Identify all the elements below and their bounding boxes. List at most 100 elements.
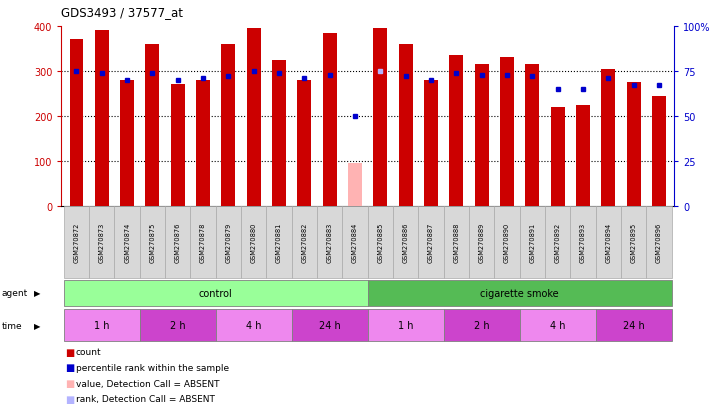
- Bar: [89, 206, 115, 279]
- Bar: [393, 206, 418, 279]
- Bar: [348, 164, 362, 206]
- Text: GSM270893: GSM270893: [580, 223, 586, 263]
- Bar: [146, 45, 159, 206]
- Bar: [272, 61, 286, 206]
- Bar: [115, 206, 140, 279]
- Bar: [570, 206, 596, 279]
- Bar: [449, 56, 464, 206]
- Text: GDS3493 / 37577_at: GDS3493 / 37577_at: [61, 6, 183, 19]
- Bar: [95, 31, 109, 206]
- Bar: [368, 280, 671, 306]
- Bar: [418, 206, 443, 279]
- Bar: [520, 206, 545, 279]
- Text: ■: ■: [65, 363, 74, 373]
- Bar: [469, 206, 495, 279]
- Bar: [64, 280, 368, 306]
- Bar: [171, 85, 185, 206]
- Bar: [64, 206, 89, 279]
- Bar: [196, 81, 210, 206]
- Bar: [190, 206, 216, 279]
- Text: agent: agent: [1, 289, 27, 298]
- Bar: [596, 206, 621, 279]
- Bar: [140, 206, 165, 279]
- Bar: [495, 206, 520, 279]
- Bar: [576, 105, 590, 206]
- Bar: [373, 29, 387, 206]
- Text: 2 h: 2 h: [474, 320, 490, 330]
- Text: GSM270887: GSM270887: [428, 223, 434, 263]
- Text: GSM270873: GSM270873: [99, 223, 105, 263]
- Bar: [267, 206, 292, 279]
- Text: ▶: ▶: [34, 289, 40, 298]
- Bar: [545, 206, 570, 279]
- Text: GSM270882: GSM270882: [301, 223, 307, 263]
- Text: GSM270880: GSM270880: [251, 223, 257, 263]
- Text: count: count: [76, 347, 102, 356]
- Bar: [216, 309, 292, 341]
- Text: GSM270895: GSM270895: [631, 223, 637, 263]
- Text: GSM270875: GSM270875: [149, 223, 156, 263]
- Text: GSM270886: GSM270886: [403, 223, 409, 263]
- Text: 1 h: 1 h: [94, 320, 110, 330]
- Text: ■: ■: [65, 378, 74, 388]
- Bar: [399, 45, 412, 206]
- Text: GSM270896: GSM270896: [656, 223, 662, 263]
- Text: GSM270872: GSM270872: [74, 223, 79, 263]
- Text: GSM270874: GSM270874: [124, 223, 130, 263]
- Bar: [69, 40, 84, 206]
- Text: GSM270894: GSM270894: [606, 223, 611, 263]
- Bar: [621, 206, 646, 279]
- Text: GSM270889: GSM270889: [479, 223, 485, 263]
- Text: ■: ■: [65, 394, 74, 404]
- Text: GSM270881: GSM270881: [276, 223, 282, 263]
- Text: 24 h: 24 h: [319, 320, 340, 330]
- Bar: [64, 309, 140, 341]
- Text: 4 h: 4 h: [550, 320, 565, 330]
- Text: GSM270888: GSM270888: [454, 223, 459, 263]
- Text: GSM270878: GSM270878: [200, 223, 206, 263]
- Bar: [368, 206, 393, 279]
- Text: GSM270876: GSM270876: [174, 223, 181, 263]
- Text: control: control: [199, 288, 233, 298]
- Bar: [140, 309, 216, 341]
- Bar: [292, 309, 368, 341]
- Bar: [216, 206, 241, 279]
- Text: percentile rank within the sample: percentile rank within the sample: [76, 363, 229, 372]
- Bar: [424, 81, 438, 206]
- Text: GSM270892: GSM270892: [554, 223, 561, 263]
- Bar: [317, 206, 342, 279]
- Bar: [221, 45, 235, 206]
- Bar: [241, 206, 267, 279]
- Bar: [474, 65, 489, 206]
- Bar: [526, 65, 539, 206]
- Bar: [646, 206, 671, 279]
- Text: time: time: [1, 321, 22, 330]
- Text: 1 h: 1 h: [398, 320, 413, 330]
- Text: value, Detection Call = ABSENT: value, Detection Call = ABSENT: [76, 379, 219, 388]
- Text: GSM270891: GSM270891: [529, 223, 535, 263]
- Bar: [292, 206, 317, 279]
- Text: cigarette smoke: cigarette smoke: [480, 288, 559, 298]
- Bar: [551, 108, 565, 206]
- Text: GSM270885: GSM270885: [377, 223, 384, 263]
- Text: 2 h: 2 h: [170, 320, 185, 330]
- Bar: [368, 309, 443, 341]
- Text: ▶: ▶: [34, 321, 40, 330]
- Bar: [298, 81, 311, 206]
- Text: 24 h: 24 h: [623, 320, 645, 330]
- Bar: [652, 97, 666, 206]
- Text: 4 h: 4 h: [246, 320, 262, 330]
- Bar: [500, 58, 514, 206]
- Text: GSM270884: GSM270884: [352, 223, 358, 263]
- Bar: [342, 206, 368, 279]
- Bar: [627, 83, 640, 206]
- Text: GSM270883: GSM270883: [327, 223, 332, 263]
- Bar: [520, 309, 596, 341]
- Bar: [247, 29, 261, 206]
- Text: GSM270890: GSM270890: [504, 223, 510, 263]
- Bar: [601, 69, 615, 206]
- Bar: [120, 81, 134, 206]
- Bar: [443, 206, 469, 279]
- Bar: [596, 309, 671, 341]
- Text: rank, Detection Call = ABSENT: rank, Detection Call = ABSENT: [76, 394, 215, 404]
